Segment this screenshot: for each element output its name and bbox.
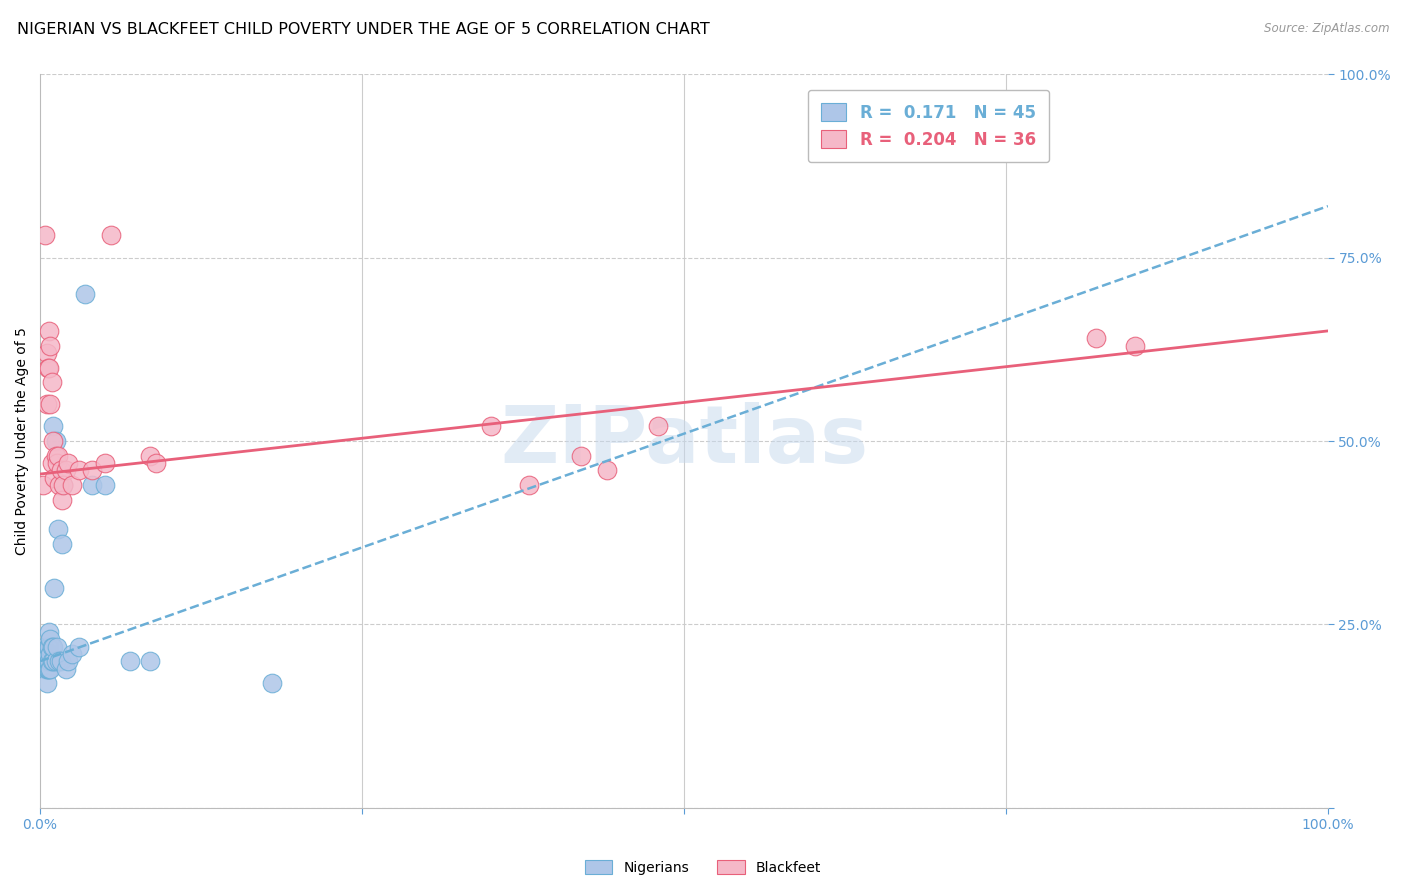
Point — [569, 449, 592, 463]
Point — [38, 624, 60, 639]
Point — [42, 640, 65, 654]
Point — [34, 647, 56, 661]
Point — [67, 640, 90, 654]
Point — [138, 654, 160, 668]
Point — [58, 456, 80, 470]
Point — [38, 661, 60, 675]
Point — [42, 419, 65, 434]
Point — [41, 640, 63, 654]
Point — [35, 661, 58, 675]
Point — [32, 640, 55, 654]
Point — [67, 463, 90, 477]
Point — [34, 661, 56, 675]
Point — [55, 661, 77, 675]
Point — [1085, 331, 1108, 345]
Point — [39, 397, 62, 411]
Point — [596, 463, 619, 477]
Point — [35, 397, 58, 411]
Point — [41, 376, 63, 390]
Point — [34, 654, 56, 668]
Point — [138, 449, 160, 463]
Point — [120, 654, 142, 668]
Point — [45, 434, 67, 448]
Point — [35, 654, 58, 668]
Point — [38, 360, 60, 375]
Point — [52, 478, 75, 492]
Point — [37, 360, 59, 375]
Point — [49, 463, 72, 477]
Point — [48, 654, 70, 668]
Point — [1123, 338, 1146, 352]
Y-axis label: Child Poverty Under the Age of 5: Child Poverty Under the Age of 5 — [15, 327, 30, 555]
Point — [38, 654, 60, 668]
Point — [31, 647, 53, 661]
Point — [38, 324, 60, 338]
Point — [34, 228, 56, 243]
Legend: R =  0.171   N = 45, R =  0.204   N = 36: R = 0.171 N = 45, R = 0.204 N = 36 — [808, 90, 1049, 162]
Point — [39, 647, 62, 661]
Point — [100, 228, 122, 243]
Point — [647, 419, 669, 434]
Point — [38, 640, 60, 654]
Point — [45, 654, 67, 668]
Text: Source: ZipAtlas.com: Source: ZipAtlas.com — [1264, 22, 1389, 36]
Point — [45, 640, 67, 654]
Point — [75, 287, 97, 301]
Point — [45, 456, 67, 470]
Point — [58, 654, 80, 668]
Legend: Nigerians, Blackfeet: Nigerians, Blackfeet — [579, 855, 827, 880]
Point — [93, 478, 115, 492]
Point — [41, 654, 63, 668]
Point — [32, 654, 55, 668]
Point — [60, 647, 83, 661]
Point — [145, 456, 167, 470]
Point — [39, 632, 62, 647]
Point — [39, 338, 62, 352]
Point — [49, 654, 72, 668]
Point — [51, 492, 73, 507]
Point — [37, 661, 59, 675]
Point — [45, 449, 67, 463]
Point — [37, 654, 59, 668]
Point — [35, 676, 58, 690]
Point — [31, 478, 53, 492]
Point — [42, 654, 65, 668]
Point — [46, 522, 69, 536]
Point — [51, 537, 73, 551]
Point — [60, 478, 83, 492]
Point — [52, 478, 75, 492]
Point — [44, 581, 66, 595]
Point — [35, 346, 58, 360]
Point — [479, 419, 502, 434]
Point — [93, 456, 115, 470]
Point — [37, 647, 59, 661]
Point — [39, 661, 62, 675]
Point — [48, 478, 70, 492]
Point — [35, 647, 58, 661]
Point — [37, 640, 59, 654]
Point — [41, 456, 63, 470]
Point — [260, 676, 283, 690]
Text: NIGERIAN VS BLACKFEET CHILD POVERTY UNDER THE AGE OF 5 CORRELATION CHART: NIGERIAN VS BLACKFEET CHILD POVERTY UNDE… — [17, 22, 710, 37]
Point — [55, 463, 77, 477]
Point — [519, 478, 541, 492]
Point — [46, 449, 69, 463]
Text: ZIPatlas: ZIPatlas — [501, 402, 868, 480]
Point — [80, 463, 103, 477]
Point — [80, 478, 103, 492]
Point — [44, 471, 66, 485]
Point — [42, 434, 65, 448]
